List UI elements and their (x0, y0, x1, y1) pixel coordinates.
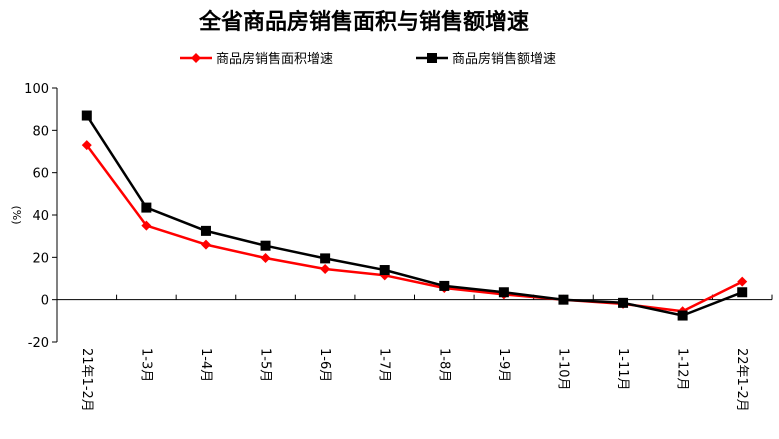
x-tick-label: 21年1-2月 (79, 348, 94, 412)
x-tick-label: 22年1-2月 (734, 348, 749, 412)
diamond-marker (200, 239, 211, 250)
series-2 (81, 110, 748, 321)
series-1 (81, 140, 748, 317)
x-tick-label: 1-8月 (436, 348, 451, 382)
square-marker (558, 294, 569, 305)
x-tick-label: 1-7月 (377, 348, 392, 382)
x-tick-label: 1-6月 (317, 348, 332, 382)
square-marker (618, 297, 629, 308)
diamond-marker (81, 140, 92, 151)
legend-label: 商品房销售面积增速 (216, 51, 333, 67)
x-tick-label: 1-3月 (138, 348, 153, 382)
square-marker (320, 253, 331, 264)
x-tick-label: 1-12月 (675, 348, 690, 391)
y-tick-label: -20 (28, 336, 49, 351)
square-marker (439, 280, 450, 291)
square-marker (260, 240, 271, 251)
square-marker (200, 225, 211, 236)
legend-label: 商品房销售额增速 (452, 51, 556, 67)
x-tick-label: 1-9月 (496, 348, 511, 382)
legend-item: 商品房销售额增速 (416, 51, 556, 67)
series-line (85, 144, 743, 313)
diamond-marker (320, 263, 331, 274)
legend-item: 商品房销售面积增速 (180, 51, 333, 67)
y-tick-label: 100 (24, 82, 49, 97)
x-tick-label: 1-5月 (258, 348, 273, 382)
series-line (85, 114, 743, 317)
diamond-marker (737, 276, 748, 287)
x-tick-label: 1-10月 (555, 348, 570, 391)
y-tick-label: 40 (32, 209, 49, 224)
series-layer (81, 110, 748, 321)
x-tick-label: 1-4月 (198, 348, 213, 382)
square-marker (677, 310, 688, 321)
y-tick-label: 0 (41, 294, 49, 309)
y-tick-label: 60 (32, 167, 49, 182)
x-axis-ticks: 21年1-2月 1-3月 1-4月 1-5月 1-6月 1-7月 1-8月 1-9月 1-10月… (79, 294, 773, 412)
y-axis-ticks: -20 0 20 40 60 80 100 (24, 82, 57, 351)
square-marker (81, 110, 92, 121)
legend-square-marker (427, 53, 437, 63)
square-marker (737, 287, 748, 298)
y-axis-unit-label: (%) (10, 205, 23, 224)
x-tick-label: 1-11月 (615, 348, 630, 391)
diamond-marker (260, 252, 271, 263)
square-marker (498, 287, 509, 298)
y-tick-label: 20 (32, 251, 49, 266)
legend-diamond-marker (191, 53, 201, 63)
y-tick-label: 80 (32, 124, 49, 139)
chart-title: 全省商品房销售面积与销售额增速 (198, 9, 529, 35)
square-marker (379, 265, 390, 276)
legend: 商品房销售面积增速 商品房销售额增速 (180, 51, 556, 67)
diamond-marker (141, 220, 152, 231)
square-marker (141, 202, 152, 213)
